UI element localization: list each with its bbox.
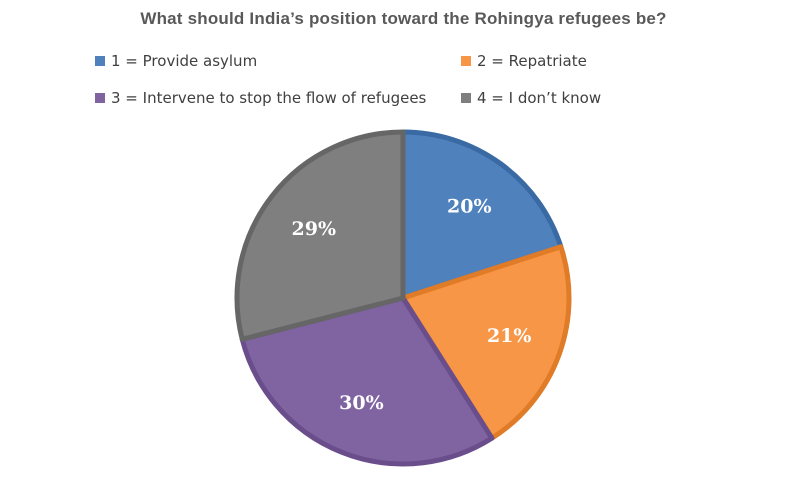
legend-swatch bbox=[95, 56, 105, 66]
legend-label: 4 = I don’t know bbox=[477, 89, 602, 107]
legend-label: 2 = Repatriate bbox=[477, 52, 587, 70]
legend-item-provide-asylum: 1 = Provide asylum bbox=[95, 51, 257, 71]
legend-item-repatriate: 2 = Repatriate bbox=[461, 51, 587, 71]
legend-item-dont-know: 4 = I don’t know bbox=[461, 88, 601, 108]
slice-label-dont-know: 29% bbox=[292, 218, 337, 240]
legend-label: 1 = Provide asylum bbox=[111, 52, 258, 70]
chart-title: What should India’s position toward the … bbox=[140, 9, 667, 28]
legend-swatch bbox=[461, 56, 471, 66]
legend-item-intervene: 3 = Intervene to stop the flow of refuge… bbox=[95, 88, 426, 108]
pie-slice-repatriate bbox=[400, 244, 572, 441]
legend-swatch bbox=[95, 93, 105, 103]
slice-label-provide-asylum: 20% bbox=[447, 196, 492, 218]
pie-slice-dont-know bbox=[234, 129, 406, 342]
pie-slice-provide-asylum bbox=[400, 129, 564, 301]
legend-label: 3 = Intervene to stop the flow of refuge… bbox=[111, 89, 427, 107]
pie-slice-intervene bbox=[239, 295, 495, 467]
slice-label-intervene: 30% bbox=[339, 392, 384, 414]
legend-swatch bbox=[461, 93, 471, 103]
slice-label-repatriate: 21% bbox=[487, 325, 532, 347]
